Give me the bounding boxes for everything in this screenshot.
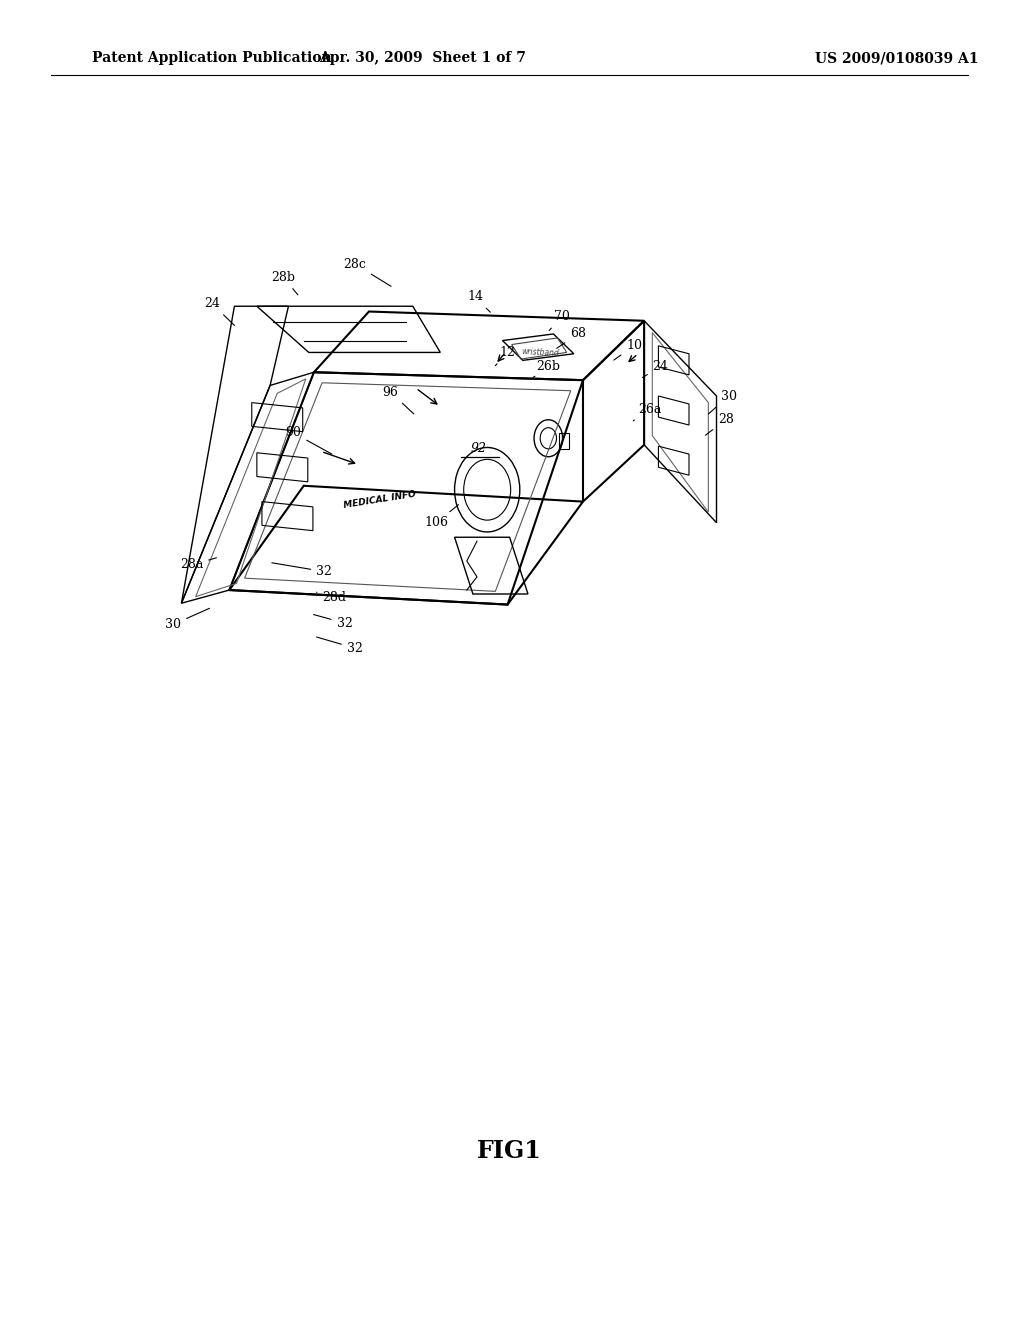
- Text: 68: 68: [557, 327, 586, 348]
- Text: 28c: 28c: [343, 257, 391, 286]
- Text: 30: 30: [165, 609, 210, 631]
- Text: 28d: 28d: [316, 591, 346, 605]
- Text: 30: 30: [709, 389, 736, 414]
- Text: 10: 10: [613, 339, 642, 360]
- Text: wristband: wristband: [521, 347, 559, 358]
- Text: 92: 92: [471, 442, 487, 455]
- Text: 106: 106: [424, 504, 459, 529]
- Text: 24: 24: [204, 297, 234, 326]
- Text: MEDICAL INFO: MEDICAL INFO: [343, 490, 417, 511]
- Text: US 2009/0108039 A1: US 2009/0108039 A1: [815, 51, 979, 65]
- Text: 26b: 26b: [534, 360, 560, 378]
- Text: 24: 24: [642, 360, 669, 378]
- Text: FIG1: FIG1: [477, 1139, 542, 1163]
- Text: 96: 96: [382, 385, 414, 414]
- Text: 28: 28: [706, 413, 733, 436]
- Text: 32: 32: [316, 638, 362, 655]
- Text: 32: 32: [271, 562, 332, 578]
- Text: 26a: 26a: [633, 403, 662, 421]
- Text: 90: 90: [286, 426, 332, 454]
- Text: Apr. 30, 2009  Sheet 1 of 7: Apr. 30, 2009 Sheet 1 of 7: [319, 51, 526, 65]
- Text: 12: 12: [496, 346, 515, 366]
- Text: 70: 70: [549, 310, 569, 330]
- Text: 14: 14: [467, 290, 490, 313]
- Text: Patent Application Publication: Patent Application Publication: [92, 51, 332, 65]
- Text: 28b: 28b: [271, 271, 298, 294]
- Text: 32: 32: [313, 615, 352, 630]
- Text: 28a: 28a: [180, 558, 216, 572]
